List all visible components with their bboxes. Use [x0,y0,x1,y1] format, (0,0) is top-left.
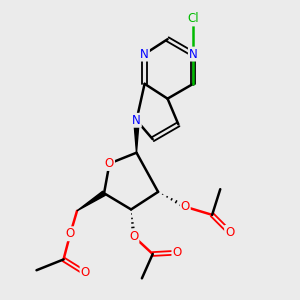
Text: Cl: Cl [188,13,199,26]
Polygon shape [134,120,139,153]
Text: O: O [105,157,114,170]
Text: O: O [129,230,138,243]
Text: N: N [132,114,141,127]
Text: N: N [189,48,198,61]
Text: O: O [66,227,75,240]
Text: N: N [140,48,149,61]
Polygon shape [77,191,105,211]
Text: O: O [181,200,190,213]
Text: O: O [172,246,182,259]
Text: O: O [80,266,90,279]
Text: O: O [225,226,234,239]
